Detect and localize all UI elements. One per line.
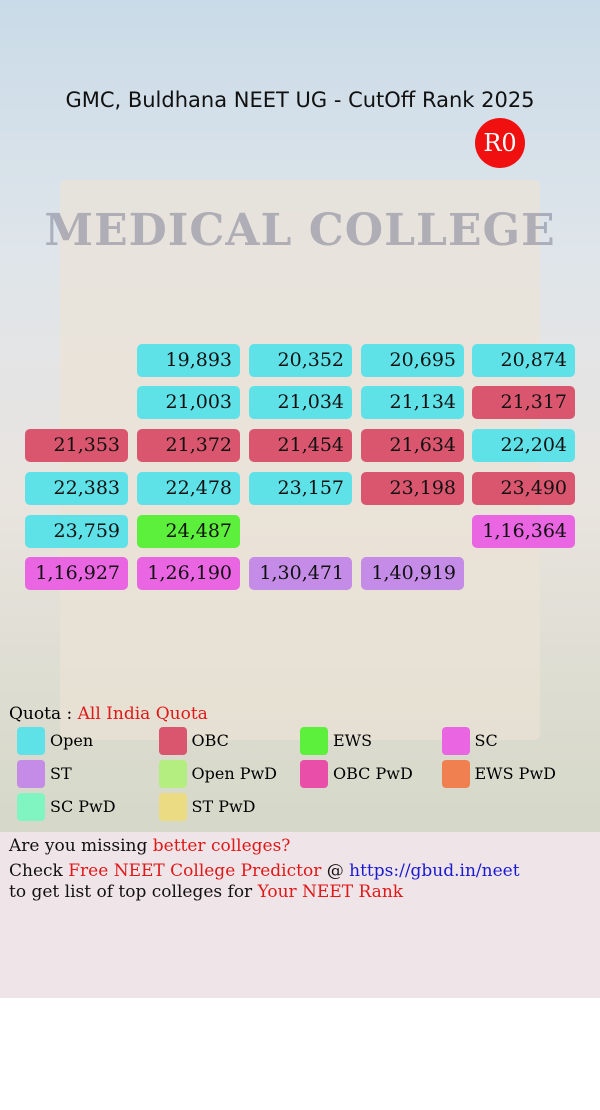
legend-label: Open PwD — [191, 764, 278, 783]
rank-cell: 24,487 — [137, 515, 240, 548]
text: Check — [9, 861, 63, 881]
rank-cell: 1,26,190 — [137, 557, 240, 590]
rank-cell: 23,157 — [249, 472, 352, 505]
legend-swatch — [158, 727, 187, 755]
legend-swatch — [300, 727, 328, 755]
legend-label: ST PwD — [191, 797, 256, 816]
background-text: MEDICAL COLLEGE — [44, 205, 556, 256]
legend-swatch — [441, 727, 470, 755]
rank-cell: 21,353 — [25, 429, 128, 462]
rank-cell: 23,759 — [25, 515, 128, 548]
text: @ — [326, 861, 344, 881]
legend-label: EWS PwD — [474, 764, 556, 783]
legend-swatch — [17, 727, 45, 755]
footer-line: to get list of top colleges for Your NEE… — [9, 882, 403, 902]
legend-label: OBC — [191, 731, 229, 750]
rank-cell: 21,317 — [472, 386, 575, 419]
rank-cell: 21,372 — [137, 429, 240, 462]
title: GMC, Buldhana NEET UG - CutOff Rank 2025 — [65, 88, 535, 112]
legend-label: ST — [50, 764, 72, 783]
footer-line: Check Free NEET College Predictor @ http… — [9, 861, 520, 881]
legend-label: SC — [474, 731, 498, 750]
rank-cell: 20,695 — [361, 344, 464, 377]
highlight: better colleges? — [152, 836, 291, 856]
quota: Quota : All India Quota — [9, 704, 208, 724]
rank-cell: 21,454 — [249, 429, 352, 462]
rank-cell: 20,352 — [249, 344, 352, 377]
legend-swatch — [441, 760, 470, 788]
rank-cell: 1,30,471 — [249, 557, 352, 590]
rank-cell: 1,40,919 — [361, 557, 464, 590]
legend-swatch — [158, 793, 187, 821]
legend-swatch — [17, 793, 45, 821]
link[interactable]: Free NEET College Predictor — [68, 861, 322, 881]
footer: Are you missing better colleges? Check F… — [0, 832, 600, 998]
rank-cell: 21,034 — [249, 386, 352, 419]
rank-cell: 22,383 — [25, 472, 128, 505]
highlight: Your NEET Rank — [257, 882, 404, 902]
legend-label: Open — [50, 731, 94, 750]
rank-cell: 21,134 — [361, 386, 464, 419]
legend-swatch — [300, 760, 328, 788]
round-badge: R0 — [475, 118, 525, 168]
rank-cell: 19,893 — [137, 344, 240, 377]
footer-line: Are you missing better colleges? — [9, 836, 290, 856]
quota-value: All India Quota — [77, 704, 208, 724]
rank-cell: 21,634 — [361, 429, 464, 462]
rank-cell: 22,478 — [137, 472, 240, 505]
legend-label: EWS — [333, 731, 373, 750]
rank-cell: 1,16,927 — [25, 557, 128, 590]
legend-swatch — [158, 760, 187, 788]
text: to get list of top colleges for — [9, 882, 253, 902]
legend-label: OBC PwD — [333, 764, 413, 783]
legend-label: SC PwD — [50, 797, 116, 816]
rank-cell: 20,874 — [472, 344, 575, 377]
rank-cell: 23,490 — [472, 472, 575, 505]
quota-label: Quota : — [9, 704, 73, 724]
rank-cell: 21,003 — [137, 386, 240, 419]
legend-swatch — [17, 760, 45, 788]
rank-cell: 1,16,364 — [472, 515, 575, 548]
rank-cell: 22,204 — [472, 429, 575, 462]
rank-cell: 23,198 — [361, 472, 464, 505]
url[interactable]: https://gbud.in/neet — [349, 861, 520, 881]
text: Are you missing — [9, 836, 148, 856]
